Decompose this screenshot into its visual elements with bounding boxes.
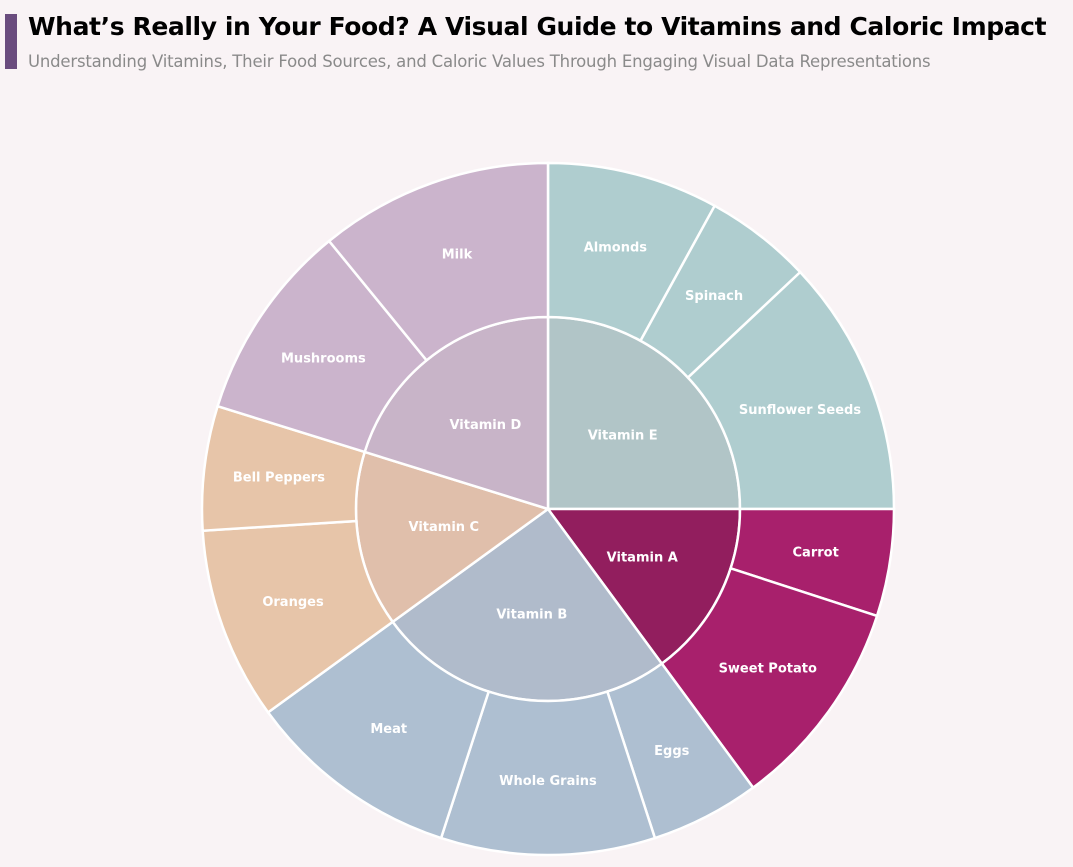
label-whole-grains: Whole Grains bbox=[499, 774, 597, 789]
title-accent-bar bbox=[5, 14, 17, 69]
label-vitamin-d: Vitamin D bbox=[449, 418, 521, 433]
label-vitamin-c: Vitamin C bbox=[409, 520, 480, 535]
chart-title: What’s Really in Your Food? A Visual Gui… bbox=[28, 12, 1047, 41]
segment-milk[interactable] bbox=[327, 161, 550, 363]
label-carrot: Carrot bbox=[793, 545, 839, 560]
label-almonds: Almonds bbox=[584, 241, 648, 256]
label-sweet-potato: Sweet Potato bbox=[719, 662, 817, 677]
chart-subtitle: Understanding Vitamins, Their Food Sourc… bbox=[28, 52, 931, 71]
label-mushrooms: Mushrooms bbox=[281, 351, 366, 366]
label-vitamin-a: Vitamin A bbox=[607, 551, 678, 566]
label-vitamin-e: Vitamin E bbox=[588, 428, 658, 443]
inner-ring bbox=[354, 315, 742, 703]
label-vitamin-b: Vitamin B bbox=[496, 607, 567, 622]
outer-ring bbox=[200, 161, 896, 857]
label-eggs: Eggs bbox=[654, 744, 689, 759]
label-meat: Meat bbox=[370, 722, 407, 737]
label-oranges: Oranges bbox=[262, 595, 324, 610]
label-sunflower-seeds: Sunflower Seeds bbox=[739, 403, 862, 418]
label-milk: Milk bbox=[442, 248, 473, 263]
segment-labels: Vitamin E Almonds Spinach Sunflower Seeds Vi… bbox=[233, 241, 861, 789]
label-spinach: Spinach bbox=[685, 289, 743, 304]
label-bell-peppers: Bell Peppers bbox=[233, 471, 325, 486]
